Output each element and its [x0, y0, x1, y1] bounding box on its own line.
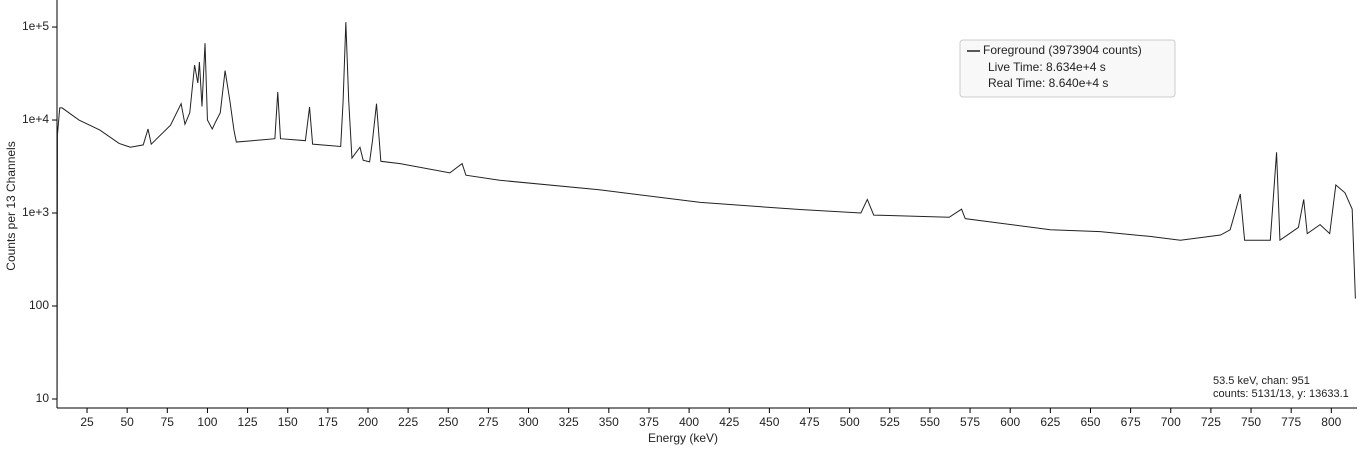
x-tick-label: 225: [398, 415, 418, 429]
x-tick-label: 200: [358, 415, 378, 429]
x-tick-label: 500: [840, 415, 860, 429]
legend-box: [959, 39, 1176, 98]
x-tick-label: 400: [679, 415, 699, 429]
x-tick-label: 700: [1161, 415, 1181, 429]
x-tick-label: 350: [599, 415, 619, 429]
x-tick-label: 600: [1000, 415, 1020, 429]
y-tick-label: 100: [29, 298, 49, 312]
x-tick-label: 800: [1321, 415, 1341, 429]
cursor-info: counts: 5131/13, y: 13633.1: [1213, 388, 1349, 400]
x-tick-label: 50: [120, 415, 134, 429]
x-tick-label: 725: [1201, 415, 1221, 429]
x-tick-label: 175: [318, 415, 338, 429]
spectrum-line: [56, 22, 1356, 399]
x-tick-label: 750: [1241, 415, 1261, 429]
x-tick-label: 475: [799, 415, 819, 429]
x-tick-label: 375: [639, 415, 659, 429]
x-tick-label: 675: [1121, 415, 1141, 429]
y-tick-label: 1e+4: [22, 112, 49, 126]
legend-note: Live Time: 8.634e+4 s: [988, 60, 1106, 74]
y-axis-label: Counts per 13 Channels: [4, 141, 18, 270]
y-tick-label: 1e+5: [22, 19, 49, 33]
x-tick-label: 300: [519, 415, 539, 429]
legend-note: Real Time: 8.640e+4 s: [988, 76, 1108, 90]
y-tick-label: 1e+3: [22, 205, 49, 219]
x-tick-label: 550: [920, 415, 940, 429]
x-tick-label: 100: [197, 415, 217, 429]
x-tick-label: 250: [438, 415, 458, 429]
x-tick-label: 125: [238, 415, 258, 429]
x-tick-label: 75: [161, 415, 175, 429]
legend-entry: Foreground (3973904 counts): [983, 43, 1142, 57]
x-tick-label: 325: [559, 415, 579, 429]
x-tick-label: 425: [719, 415, 739, 429]
x-tick-label: 650: [1080, 415, 1100, 429]
x-tick-label: 575: [960, 415, 980, 429]
x-tick-label: 625: [1040, 415, 1060, 429]
cursor-info: 53.5 keV, chan: 951: [1213, 375, 1310, 387]
x-tick-label: 775: [1281, 415, 1301, 429]
x-tick-label: 450: [759, 415, 779, 429]
x-tick-label: 25: [80, 415, 94, 429]
x-tick-label: 275: [478, 415, 498, 429]
x-axis-label: Energy (keV): [648, 431, 718, 445]
x-tick-label: 525: [880, 415, 900, 429]
y-tick-label: 10: [36, 391, 50, 405]
x-tick-label: 150: [278, 415, 298, 429]
